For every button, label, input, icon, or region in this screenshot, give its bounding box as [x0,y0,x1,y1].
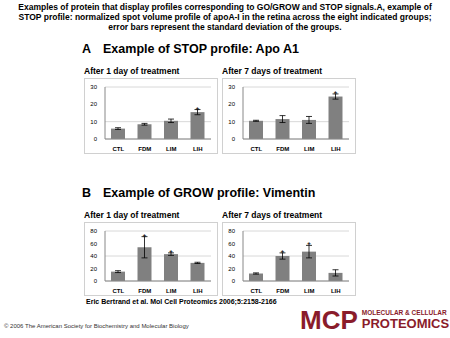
html-text:After 7 days of treatment: After 7 days of treatment [222,66,323,76]
html-text:After 1 day of treatment: After 1 day of treatment [84,66,180,76]
svg-text:20: 20 [90,266,97,272]
html-text:© 2006 The American Society fo: © 2006 The American Society for Biochemi… [4,323,189,329]
svg-text:LIM: LIM [304,146,314,152]
svg-text:20: 20 [90,101,97,107]
svg-text:0: 0 [94,136,98,142]
svg-text:LIM: LIM [304,288,314,294]
svg-text:60: 60 [228,241,235,247]
svg-text:20: 20 [228,101,235,107]
svg-text:*: * [307,240,311,250]
svg-text:0: 0 [232,278,236,284]
svg-text:LIM: LIM [166,288,176,294]
html-text:After 1 day of treatment: After 1 day of treatment [84,210,180,220]
svg-text:CTL: CTL [250,288,262,294]
html-text:PROTEOMICS: PROTEOMICS [361,316,450,331]
html-text:Examples of protein that displ: Examples of protein that display profile… [18,2,432,32]
svg-text:FDM: FDM [276,146,289,152]
svg-text:*: * [334,89,338,99]
svg-text:LIM: LIM [166,146,176,152]
html-text:After 7 days of treatment: After 7 days of treatment [222,210,323,220]
svg-text:0: 0 [94,278,98,284]
html-text:Example of GROW profile: Vimen: Example of GROW profile: Vimentin [103,186,316,200]
html-text:Example of STOP profile: Apo A: Example of STOP profile: Apo A1 [103,42,299,56]
svg-text:*: * [169,248,173,258]
svg-text:CTL: CTL [112,146,124,152]
svg-text:10: 10 [90,119,97,125]
svg-text:LIH: LIH [331,288,341,294]
svg-text:*: * [281,248,285,258]
svg-text:FDM: FDM [138,288,151,294]
html-text:Eric Bertrand et al. Mol Cell: Eric Bertrand et al. Mol Cell Proteomics… [86,298,277,305]
svg-text:*: * [143,232,147,242]
svg-text:40: 40 [90,253,97,259]
svg-text:LIH: LIH [331,146,341,152]
svg-text:0: 0 [232,136,236,142]
svg-text:FDM: FDM [138,146,151,152]
svg-text:CTL: CTL [250,146,262,152]
html-text:MCP: MCP [300,305,358,335]
svg-text:40: 40 [228,253,235,259]
svg-text:FDM: FDM [276,288,289,294]
svg-text:CTL: CTL [112,288,124,294]
html-text:A: A [82,42,91,56]
svg-text:*: * [196,105,200,115]
svg-text:10: 10 [228,119,235,125]
svg-text:80: 80 [90,228,97,234]
html-text:B: B [82,186,91,200]
svg-text:30: 30 [90,84,97,90]
html-text:MOLECULAR & CELLULAR: MOLECULAR & CELLULAR [361,309,447,316]
svg-text:60: 60 [90,241,97,247]
svg-text:30: 30 [228,84,235,90]
svg-text:LIH: LIH [193,288,203,294]
svg-text:20: 20 [228,266,235,272]
svg-text:80: 80 [228,228,235,234]
svg-text:LIH: LIH [193,146,203,152]
